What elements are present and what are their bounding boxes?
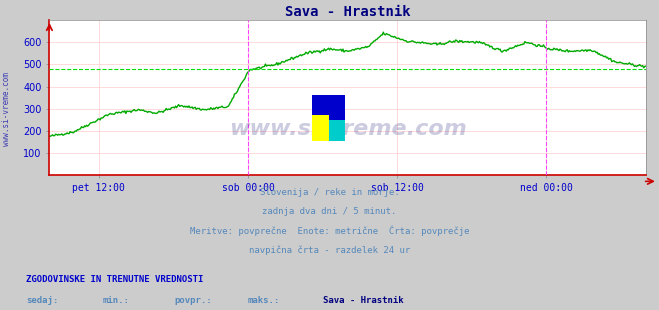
Text: povpr.:: povpr.: (175, 296, 212, 305)
Bar (329, 95, 345, 120)
Text: maks.:: maks.: (247, 296, 279, 305)
Text: sedaj:: sedaj: (26, 296, 59, 305)
Text: www.si-vreme.com: www.si-vreme.com (229, 119, 467, 139)
Bar (312, 115, 329, 141)
Text: www.si-vreme.com: www.si-vreme.com (2, 72, 11, 145)
Bar (312, 95, 329, 115)
Text: min.:: min.: (102, 296, 129, 305)
Title: Sava - Hrastnik: Sava - Hrastnik (285, 5, 411, 19)
Text: zadnja dva dni / 5 minut.: zadnja dva dni / 5 minut. (262, 207, 397, 216)
Text: navpična črta - razdelek 24 ur: navpična črta - razdelek 24 ur (249, 245, 410, 255)
Text: Sava - Hrastnik: Sava - Hrastnik (323, 296, 403, 305)
Text: Slovenija / reke in morje.: Slovenija / reke in morje. (260, 188, 399, 197)
Bar (329, 120, 345, 141)
Text: Meritve: povprečne  Enote: metrične  Črta: povprečje: Meritve: povprečne Enote: metrične Črta:… (190, 226, 469, 237)
Text: ZGODOVINSKE IN TRENUTNE VREDNOSTI: ZGODOVINSKE IN TRENUTNE VREDNOSTI (26, 275, 204, 284)
